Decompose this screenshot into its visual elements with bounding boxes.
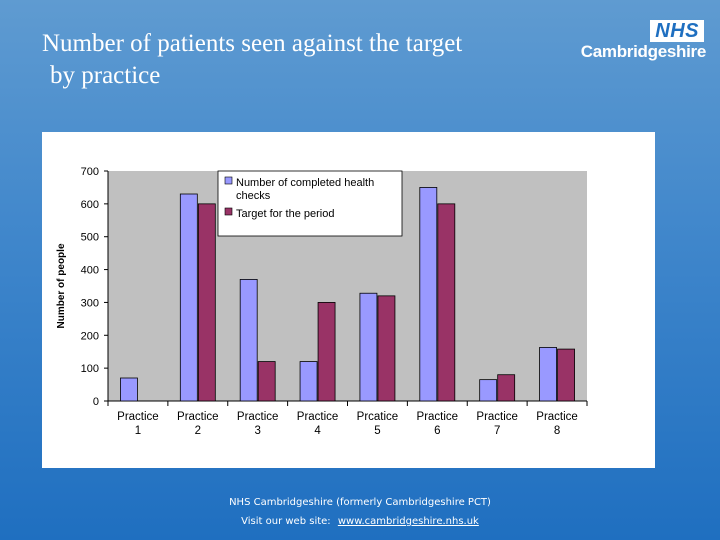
bar-completed-1: [120, 377, 138, 402]
x-tick-label: 8: [554, 425, 560, 437]
x-tick-label: 1: [135, 425, 141, 437]
y-tick-label: 500: [81, 232, 99, 244]
x-tick-label: Prcatice: [357, 411, 399, 423]
slide-title-line1: Number of patients seen against the targ…: [42, 30, 463, 57]
bar-target-6: [437, 203, 456, 402]
y-tick-label: 700: [81, 166, 99, 178]
bar-completed-6: [419, 187, 438, 402]
x-tick-label: Practice: [237, 411, 279, 423]
bar-target-5: [377, 295, 396, 402]
bar-target-3: [257, 361, 276, 402]
slide-title: Number of patients seen against the targ…: [42, 28, 582, 92]
y-tick-label: 0: [93, 396, 99, 408]
footer-org-line: NHS Cambridgeshire (formerly Cambridgesh…: [0, 497, 720, 508]
bar-target-8: [557, 348, 575, 402]
y-tick-label: 600: [81, 199, 99, 211]
x-tick-label: 6: [434, 425, 440, 437]
footer-org-text: NHS Cambridgeshire (formerly Cambridgesh…: [229, 497, 491, 508]
x-tick-label: Practice: [476, 411, 518, 423]
bar-completed-4: [299, 361, 318, 402]
y-tick-label: 200: [81, 330, 99, 342]
bar-target-2: [197, 203, 216, 402]
x-tick-label: Practice: [117, 411, 159, 423]
bar-completed-8: [539, 347, 557, 402]
x-tick-label: 5: [374, 425, 380, 437]
legend-box: [217, 170, 403, 237]
y-tick-label: 300: [81, 297, 99, 309]
legend-label: Target for the period: [236, 208, 334, 220]
legend-swatch: [224, 207, 233, 216]
bar-completed-7: [479, 379, 498, 402]
y-tick-label: 100: [81, 363, 99, 375]
footer-visit-label: Visit our web site:: [241, 516, 331, 527]
x-tick-label: Practice: [536, 411, 578, 423]
chart-panel: 0 100 200 300 400 500 600 700 Number of people Pr…: [42, 132, 655, 468]
bar-completed-2: [179, 193, 198, 402]
x-tick-label: 2: [195, 425, 201, 437]
footer-web-line: Visit our web site: www.cambridgeshire.n…: [0, 516, 720, 527]
x-tick-label: 7: [494, 425, 500, 437]
bar-target-4: [317, 302, 336, 402]
footer-website-link[interactable]: www.cambridgeshire.nhs.uk: [337, 516, 479, 527]
x-tick-label: Practice: [417, 411, 459, 423]
slide-title-line2: by practice: [50, 62, 161, 89]
bar-completed-5: [359, 292, 378, 402]
nhs-cambridgeshire-logo: NHS Cambridgeshire: [576, 20, 706, 64]
legend-swatch: [224, 176, 233, 185]
nhs-badge: NHS: [650, 20, 704, 42]
x-tick-label: Practice: [297, 411, 339, 423]
x-tick-label: 3: [254, 425, 260, 437]
legend-label: checks: [236, 190, 271, 202]
nhs-org-name: Cambridgeshire: [580, 42, 707, 61]
x-tick-label: Practice: [177, 411, 219, 423]
y-tick-label: 400: [81, 265, 99, 277]
y-axis-label: Number of people: [56, 243, 67, 328]
bar-target-7: [497, 374, 516, 402]
bar-completed-3: [239, 279, 258, 402]
legend-label: Number of completed health: [236, 177, 374, 189]
x-tick-label: 4: [314, 425, 321, 437]
bar-chart: 0 100 200 300 400 500 600 700 Number of people Pr…: [56, 166, 588, 437]
